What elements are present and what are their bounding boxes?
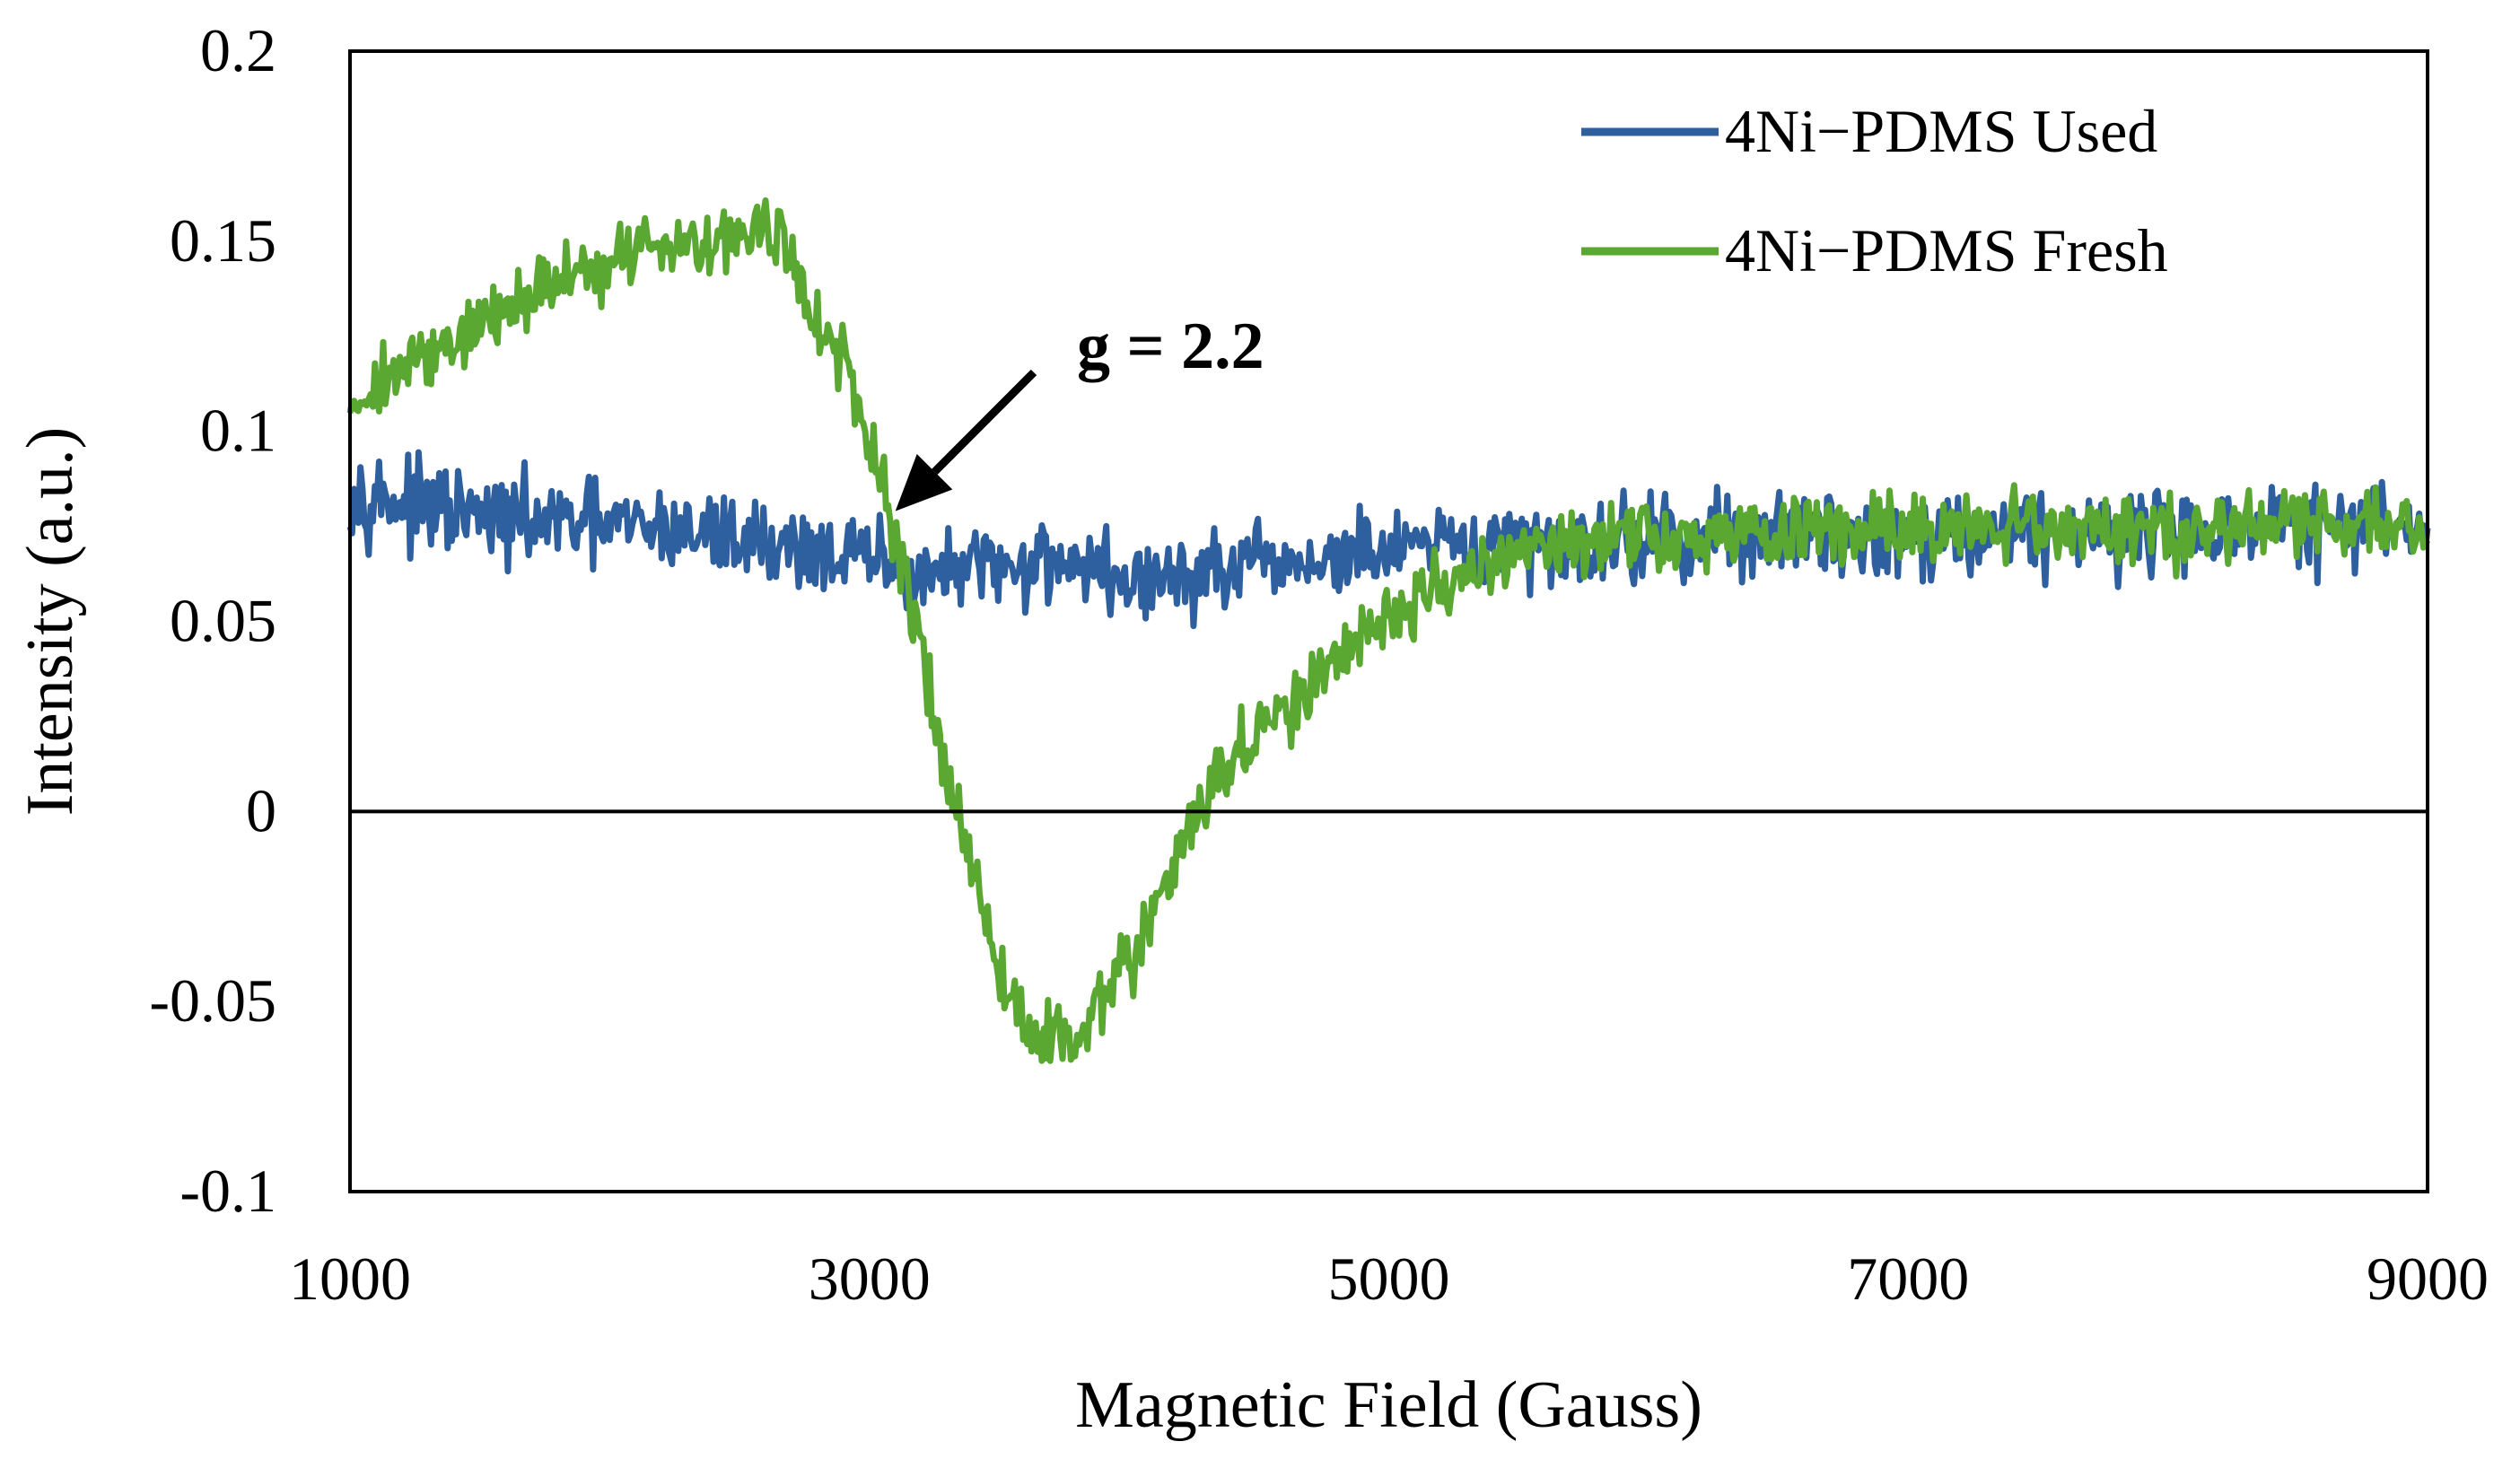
y-tick-label: 0.15 <box>170 206 276 275</box>
annotation-arrow-shaft <box>932 369 1037 475</box>
x-tick-label: 7000 <box>1847 1245 1969 1313</box>
plot-frame <box>348 49 2429 1193</box>
y-tick-label: 0.1 <box>200 397 276 465</box>
legend-label-fresh: 4Ni−PDMS Fresh <box>1725 216 2168 284</box>
plot-series-group <box>346 197 2431 1064</box>
series-line-fresh <box>346 197 2431 1064</box>
y-axis-title: Intensity (a.u.) <box>13 427 87 817</box>
x-tick-label: 1000 <box>289 1245 411 1313</box>
annotation-arrow-head <box>895 454 953 511</box>
x-tick-labels: 1000 3000 5000 7000 9000 <box>289 1245 2489 1313</box>
x-axis-title: Magnetic Field (Gauss) <box>1075 1368 1702 1442</box>
annotation-label: g = 2.2 <box>1077 310 1264 383</box>
x-tick-label: 3000 <box>809 1245 931 1313</box>
y-tick-label: 0 <box>246 776 276 844</box>
y-tick-label: -0.1 <box>179 1157 276 1225</box>
x-tick-label: 9000 <box>2367 1245 2489 1313</box>
g-value-annotation: g = 2.2 <box>895 310 1264 511</box>
y-tick-label: 0.2 <box>200 16 276 84</box>
y-tick-label: 0.05 <box>170 587 276 655</box>
legend: 4Ni−PDMS Used 4Ni−PDMS Fresh <box>1581 97 2168 284</box>
x-tick-label: 5000 <box>1328 1245 1450 1313</box>
y-tick-labels: -0.1 -0.05 0 0.05 0.1 0.15 0.2 <box>149 16 276 1225</box>
legend-label-used: 4Ni−PDMS Used <box>1725 97 2157 165</box>
y-tick-label: -0.05 <box>149 966 276 1035</box>
